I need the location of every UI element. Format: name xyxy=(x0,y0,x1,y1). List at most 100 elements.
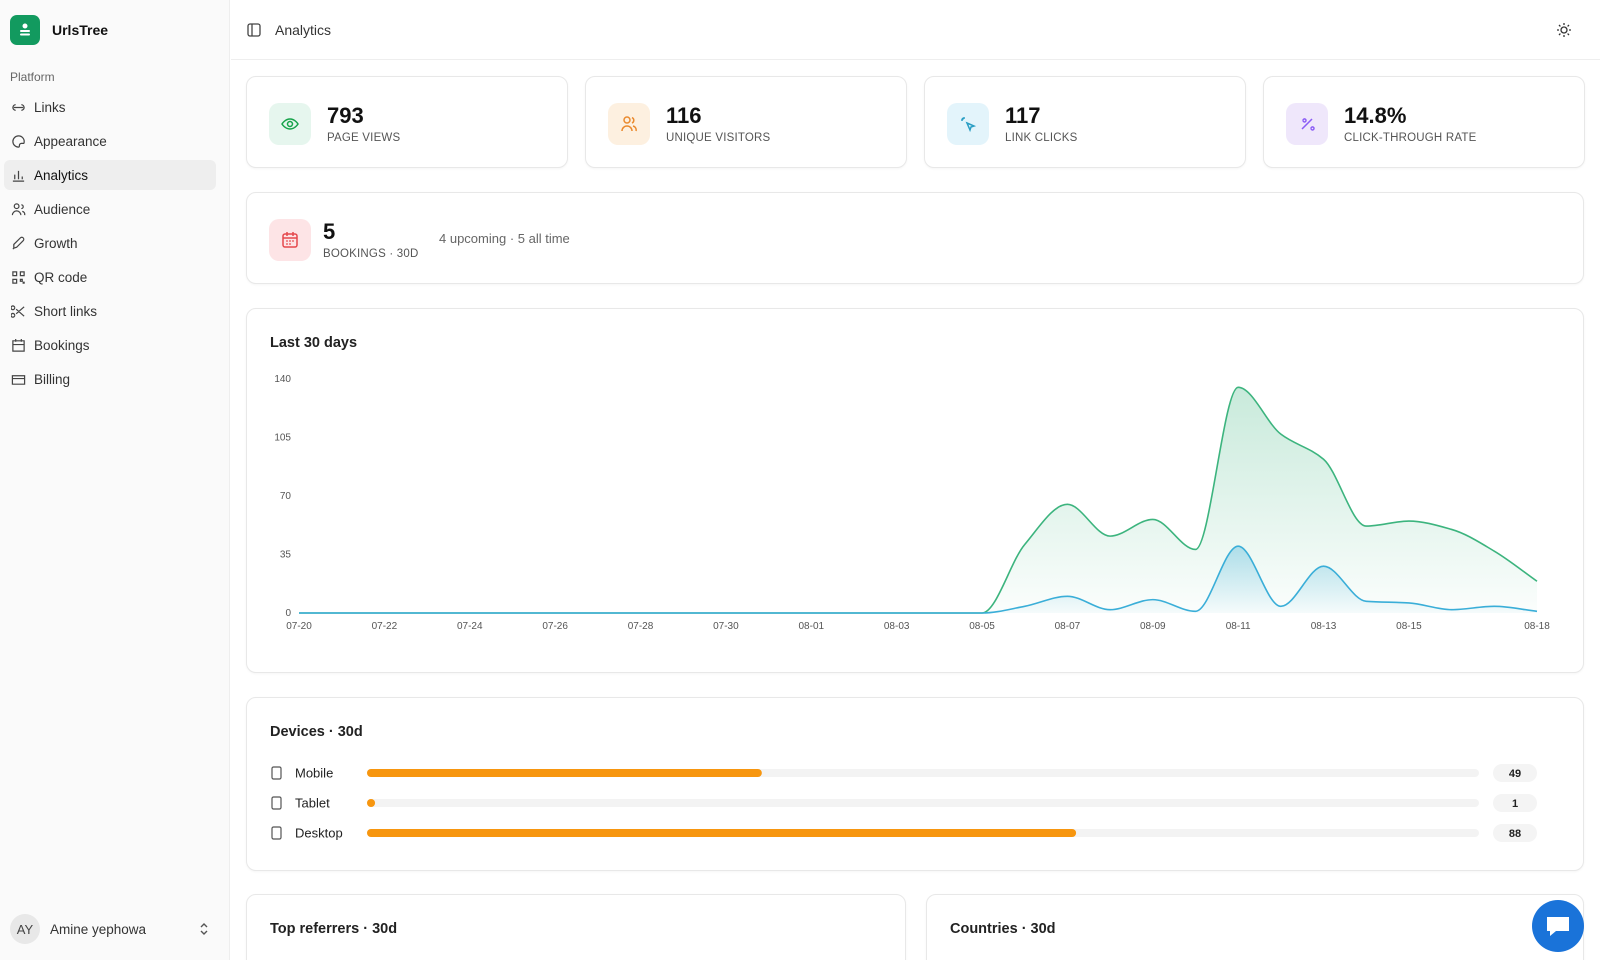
x-tick-label: 07-28 xyxy=(628,621,654,632)
stat-card: 116 UNIQUE VISITORS xyxy=(585,76,907,168)
nav-item[interactable]: QR code xyxy=(4,262,216,292)
x-tick-label: 08-09 xyxy=(1140,621,1166,632)
stat-value: 14.8% xyxy=(1344,103,1407,128)
nav-item[interactable]: Billing xyxy=(4,364,216,394)
icon-path xyxy=(1301,118,1315,131)
y-tick-label: 0 xyxy=(285,608,291,619)
nav-label: Bookings xyxy=(34,337,90,353)
stat-value: 116 xyxy=(666,103,702,128)
chart-title: Last 30 days xyxy=(270,335,358,351)
device-icon xyxy=(271,826,282,840)
nav-icon xyxy=(12,134,25,148)
category-label: Desktop xyxy=(295,826,343,841)
nav-item[interactable]: Audience xyxy=(4,194,216,224)
y-tick-label: 70 xyxy=(280,491,292,502)
sidebar-toggle[interactable] xyxy=(247,22,261,37)
value-label: 1 xyxy=(1512,798,1518,810)
chart-card: Last 30 days 0 35 70 105 140 07-20 07-22 07-24 0… xyxy=(246,308,1584,673)
line xyxy=(299,545,1538,614)
nav-label: Short links xyxy=(34,303,98,319)
stat-value: 117 xyxy=(1005,103,1041,128)
nav-label: Audience xyxy=(34,201,91,217)
nav-icon xyxy=(12,270,25,284)
stat-card: 793 PAGE VIEWS xyxy=(246,76,568,168)
stat-card: 117 LINK CLICKS xyxy=(924,76,1246,168)
nav: Links Appearance Analytics Audience Growth QR… xyxy=(4,92,216,398)
stat-card: 14.8% CLICK-THROUGH RATE xyxy=(1263,76,1585,168)
nav-icon xyxy=(12,170,25,182)
bar xyxy=(367,799,376,807)
nav-icon xyxy=(12,338,25,352)
user-name: Amine yephowa xyxy=(50,921,147,937)
x-tick-label: 07-22 xyxy=(372,621,398,632)
nav-label: Appearance xyxy=(34,133,107,149)
bookings-card: 5 BOOKINGS · 30D 4 upcoming · 5 all time xyxy=(246,192,1584,284)
device-icon xyxy=(271,766,282,780)
nav-item[interactable]: Analytics xyxy=(4,160,216,190)
icon xyxy=(281,118,299,130)
chat-button[interactable] xyxy=(1532,900,1584,952)
area-fill xyxy=(299,546,1537,613)
chevron xyxy=(200,923,208,935)
nav-label: Links xyxy=(34,99,66,115)
nav-label: QR code xyxy=(34,269,88,285)
value-badge xyxy=(1493,764,1537,782)
user-menu[interactable]: AY Amine yephowa xyxy=(10,914,210,944)
bookings-label: BOOKINGS · 30D xyxy=(323,248,419,260)
stat-label: LINK CLICKS xyxy=(1005,132,1078,144)
stat-icon xyxy=(1286,103,1328,145)
stat-icon xyxy=(608,103,650,145)
avatar: AY xyxy=(10,914,40,944)
value-badge xyxy=(1493,794,1537,812)
devices-chart: Mobile 49 Tablet 1 Desktop 88 xyxy=(271,764,1537,842)
bookings-icon xyxy=(269,219,311,261)
stat-label: UNIQUE VISITORS xyxy=(666,132,771,144)
icon-path xyxy=(12,236,25,250)
x-tick-label: 08-11 xyxy=(1226,621,1251,632)
icon xyxy=(1301,118,1315,131)
icon-path xyxy=(961,117,977,133)
nav-item[interactable]: Bookings xyxy=(4,330,216,360)
bookings-note: 4 upcoming · 5 all time xyxy=(439,231,570,246)
device-icon xyxy=(271,796,282,810)
x-tick-label: 07-30 xyxy=(713,621,739,632)
stat-icon xyxy=(947,103,989,145)
stat-label: CLICK-THROUGH RATE xyxy=(1344,132,1477,144)
x-tick-label: 08-18 xyxy=(1524,621,1550,632)
x-tick-label: 08-01 xyxy=(798,621,824,632)
nav-item[interactable]: Short links xyxy=(4,296,216,326)
icon-path xyxy=(11,374,26,385)
nav-item[interactable]: Growth xyxy=(4,228,216,258)
icon-path xyxy=(11,304,25,318)
nav-item[interactable]: Links xyxy=(4,92,216,122)
nav-label: Analytics xyxy=(34,167,89,183)
nav-icon xyxy=(12,236,25,250)
value-badge xyxy=(1493,824,1537,842)
value-label: 49 xyxy=(1509,768,1521,780)
icon-path xyxy=(281,118,299,130)
nav-label: Billing xyxy=(34,371,71,387)
theme-toggle[interactable] xyxy=(1556,22,1572,38)
nav-item[interactable]: Appearance xyxy=(4,126,216,156)
x-tick-label: 08-07 xyxy=(1055,621,1081,632)
icon-path xyxy=(12,170,25,182)
x-tick-label: 08-03 xyxy=(884,621,910,632)
bookings-value: 5 xyxy=(323,219,336,244)
bar xyxy=(367,829,1077,837)
devices-card: Devices · 30d Mobile 49 Tablet 1 Desktop 88 xyxy=(246,697,1584,871)
y-tick-label: 140 xyxy=(274,374,291,385)
stat-value: 793 xyxy=(327,103,364,128)
y-tick-label: 105 xyxy=(274,433,291,444)
area-fill xyxy=(299,387,1537,613)
topbar: Analytics xyxy=(231,0,1600,60)
stat-label: PAGE VIEWS xyxy=(327,132,401,144)
icon xyxy=(621,116,637,132)
x-tick-label: 08-13 xyxy=(1311,621,1337,632)
referrers-card: Top referrers · 30d xyxy=(246,894,906,960)
panel-title: Countries · 30d xyxy=(950,921,1056,937)
brand[interactable]: UrlsTree xyxy=(10,15,108,45)
logo xyxy=(10,15,40,45)
countries-card: Countries · 30d xyxy=(926,894,1584,960)
brand-name: UrlsTree xyxy=(52,22,109,38)
